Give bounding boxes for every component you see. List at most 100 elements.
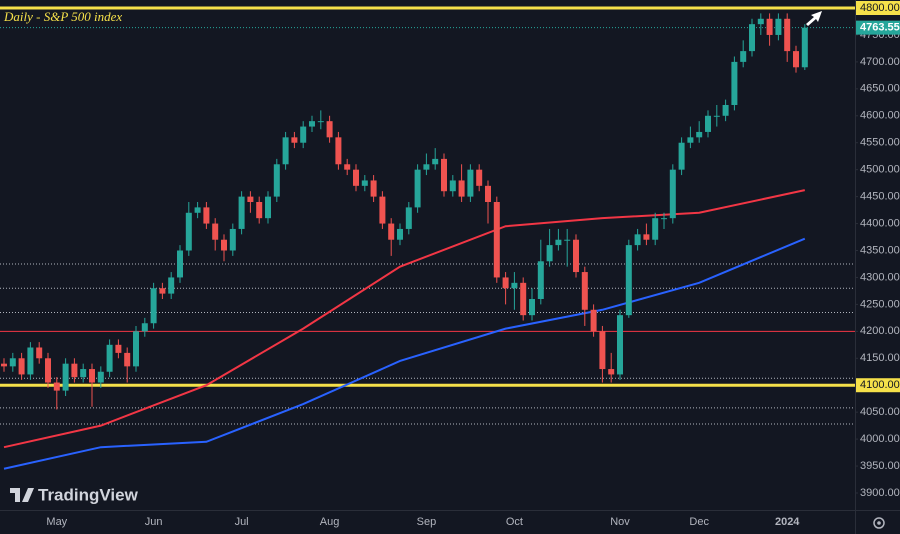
x-tick-label: Nov xyxy=(610,516,630,528)
moving-average xyxy=(3,237,806,470)
y-tick-label: 4050.00 xyxy=(860,406,900,418)
candle-body xyxy=(687,137,694,143)
candle-body xyxy=(150,288,157,324)
y-tick-label: 4300.00 xyxy=(860,271,900,283)
candle-body xyxy=(9,358,16,367)
candle-body xyxy=(80,369,87,378)
candle-body xyxy=(678,142,685,170)
candle-body xyxy=(432,158,439,165)
logo-icon xyxy=(10,488,34,502)
candle-body xyxy=(740,51,747,62)
candle-body xyxy=(106,344,113,372)
logo: TradingView xyxy=(10,485,139,504)
candle-body xyxy=(784,18,791,52)
settings-gear[interactable] xyxy=(873,517,885,529)
candle-body xyxy=(573,239,579,273)
level-tag xyxy=(856,378,900,393)
candle-body xyxy=(564,239,571,241)
candle-body xyxy=(705,115,711,132)
x-tick-label: Aug xyxy=(320,516,340,528)
candle-body xyxy=(221,239,227,251)
y-tick-label: 4450.00 xyxy=(860,191,900,203)
candle-body xyxy=(53,382,60,391)
candle-body xyxy=(353,169,359,186)
candle-body xyxy=(133,331,139,367)
x-tick-label: Jun xyxy=(145,516,163,528)
candle-body xyxy=(247,196,254,202)
y-tick-label: 3900.00 xyxy=(860,487,900,499)
candle-body xyxy=(185,212,192,251)
moving-average xyxy=(3,189,806,449)
y-tick-label: 4150.00 xyxy=(860,352,900,364)
candle-body xyxy=(555,239,562,246)
candle-body xyxy=(599,331,606,370)
candle-body xyxy=(793,51,799,68)
candle-body xyxy=(617,315,623,375)
y-tick-label: 4500.00 xyxy=(860,164,900,176)
candle-body xyxy=(713,115,720,117)
candle-body xyxy=(643,234,650,240)
candle-body xyxy=(317,121,324,123)
plot-area xyxy=(0,6,855,470)
candle-body xyxy=(71,363,78,378)
candle-body xyxy=(388,223,395,240)
y-tick-label: 4350.00 xyxy=(860,244,900,256)
x-tick-label: Jul xyxy=(235,516,249,528)
candle-body xyxy=(159,288,166,294)
candle-body xyxy=(493,202,500,278)
candle-body xyxy=(766,18,773,35)
candle-body xyxy=(449,180,456,192)
y-tick-label: 4600.00 xyxy=(860,110,900,122)
candle-body xyxy=(379,196,386,224)
candle-body xyxy=(511,282,518,289)
candle-body xyxy=(141,323,148,332)
candle-body xyxy=(27,347,34,375)
candle-body xyxy=(652,218,659,240)
candle-body xyxy=(722,105,729,116)
candle-body xyxy=(97,371,104,383)
candle-body xyxy=(256,202,263,219)
y-tick-label: 4200.00 xyxy=(860,325,900,337)
level-tag xyxy=(856,1,900,15)
candle-body xyxy=(669,169,676,219)
candle-body xyxy=(520,282,527,316)
candle-body xyxy=(238,196,245,229)
candle-body xyxy=(529,299,535,316)
x-tick-label: May xyxy=(46,516,67,528)
chart-title: Daily - S&P 500 index xyxy=(3,9,122,24)
candle-body xyxy=(476,169,483,186)
last-price-label: 4763.55 xyxy=(860,22,900,34)
candle-body xyxy=(370,180,377,197)
candle-body xyxy=(581,272,588,310)
candle-body xyxy=(291,137,298,143)
y-tick-label: 4650.00 xyxy=(860,83,900,95)
settings-icon[interactable] xyxy=(873,517,885,529)
candle-body xyxy=(731,61,738,105)
candle-body xyxy=(590,309,597,332)
candle-body xyxy=(300,126,307,143)
y-tick-label: 4550.00 xyxy=(860,137,900,149)
settings-gear-center[interactable] xyxy=(877,521,881,525)
candle-body xyxy=(749,24,755,52)
candle-body xyxy=(423,164,430,170)
y-tick-label: 4100.00 xyxy=(860,379,900,391)
candle-body xyxy=(634,234,641,246)
candle-body xyxy=(18,358,25,375)
candle-body xyxy=(467,169,474,197)
candle-body xyxy=(405,207,412,229)
candle-body xyxy=(124,352,131,367)
y-tick-label: 4700.00 xyxy=(860,56,900,68)
last-price-tag xyxy=(856,20,900,35)
y-tick-label: 4000.00 xyxy=(860,433,900,445)
candle-body xyxy=(757,18,764,25)
candle-body xyxy=(625,245,632,316)
candle-body xyxy=(546,245,553,262)
candle-body xyxy=(62,363,69,391)
logo-text: TradingView xyxy=(38,485,139,504)
y-tick-label: 3950.00 xyxy=(860,460,900,472)
x-tick-label: Dec xyxy=(689,516,709,528)
candle-body xyxy=(397,228,403,240)
candle-body xyxy=(801,27,808,68)
